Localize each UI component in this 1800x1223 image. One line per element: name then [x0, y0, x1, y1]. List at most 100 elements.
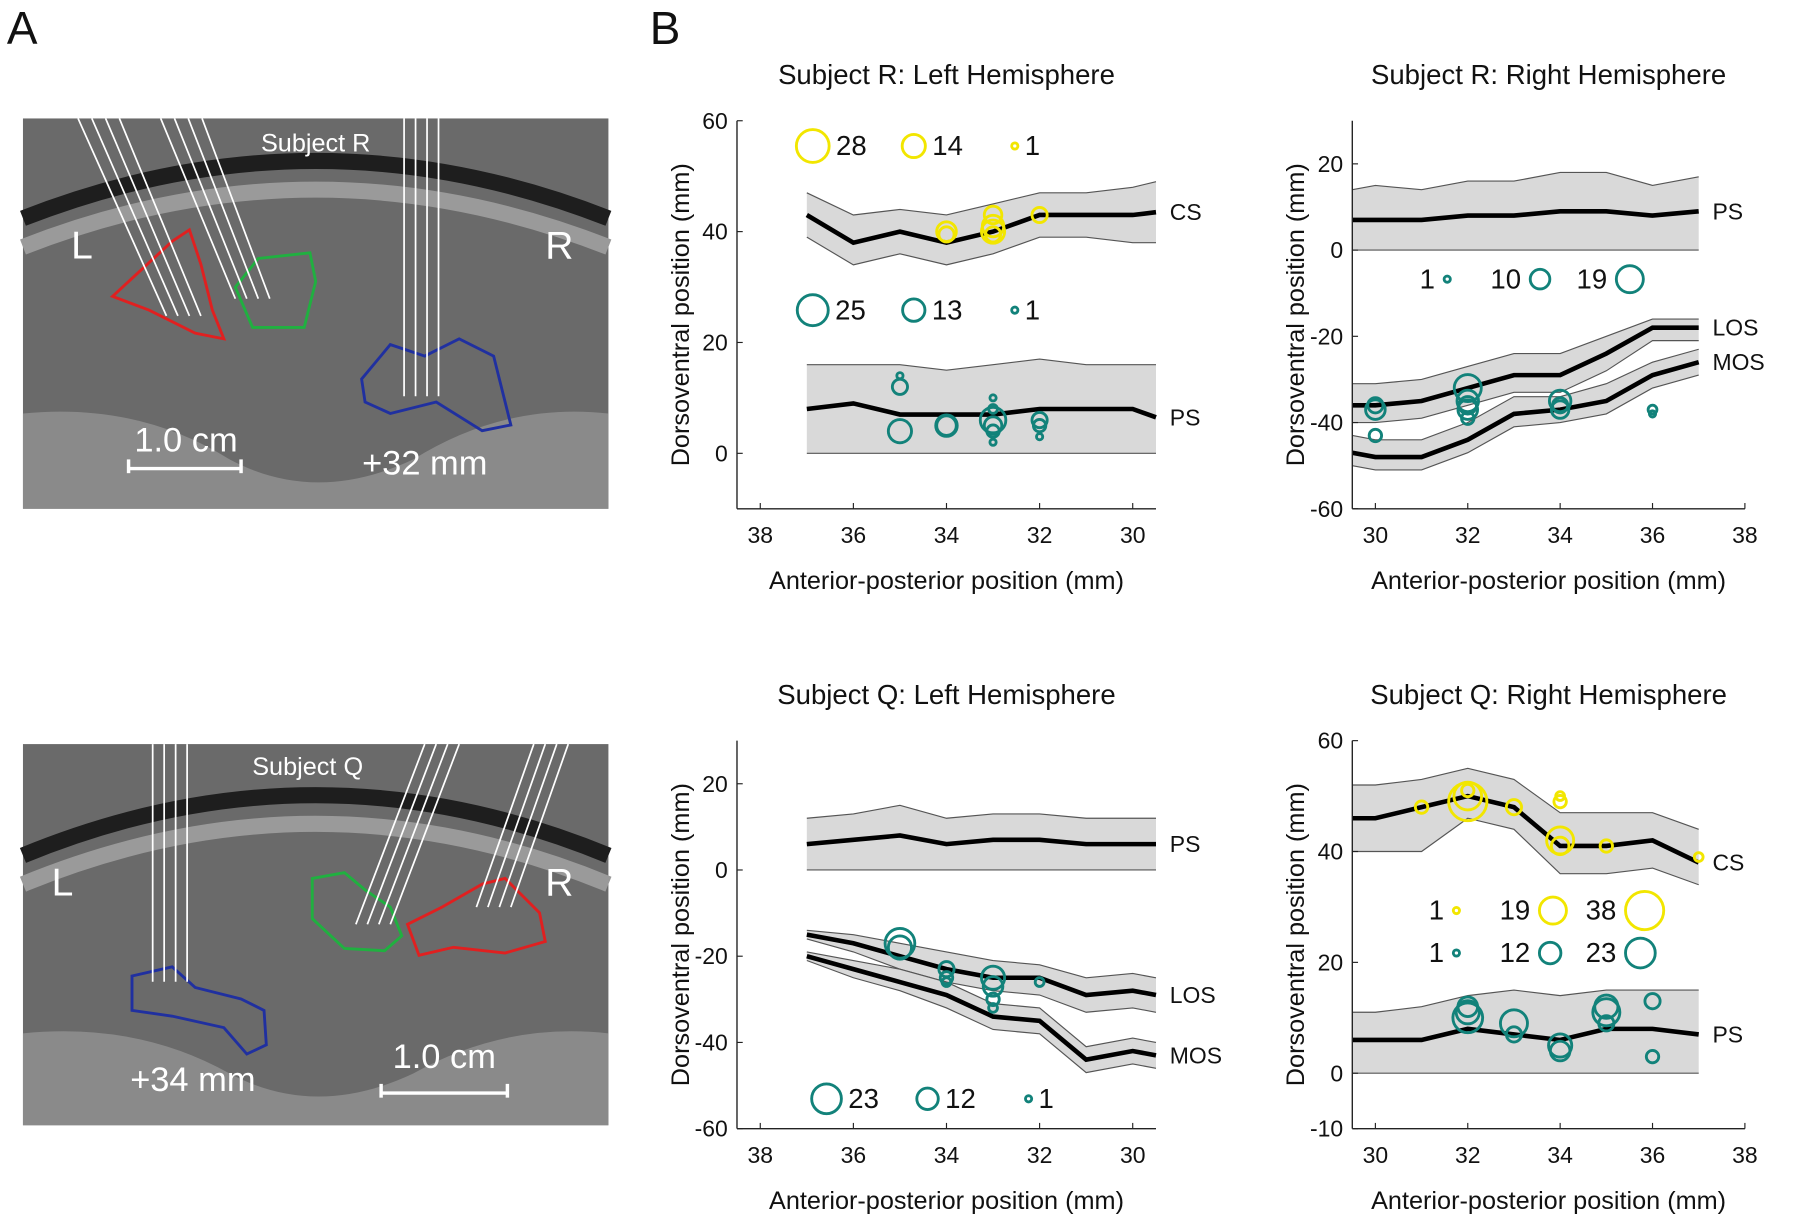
bubble [1030, 205, 1049, 225]
x-tick-label: 38 [1732, 522, 1758, 548]
bubble [937, 225, 956, 244]
bubble [1413, 799, 1430, 815]
size-legend-marker [794, 128, 831, 164]
scale-bar-label: 1.0 cm [134, 421, 237, 459]
hemisphere-label: L [71, 225, 93, 268]
bubble [1591, 997, 1622, 1028]
size-legend-marker [1528, 267, 1552, 291]
chart-title: Subject R: Right Hemisphere [1371, 59, 1726, 90]
size-legend-label: 38 [1586, 895, 1617, 926]
sulcus-line [806, 953, 1157, 1063]
bubble [886, 418, 913, 445]
scale-bar-label: 1.0 cm [393, 1038, 496, 1076]
sulcus-line [1352, 325, 1699, 408]
mri-image: Subject R L R 1.0 cm +32 mm [20, 118, 612, 509]
band-label: MOS [1170, 1042, 1222, 1068]
band-label: MOS [1712, 349, 1764, 375]
size-legend-marker [1624, 890, 1666, 932]
bubble [1499, 1008, 1529, 1039]
size-legend-label: 23 [1586, 937, 1617, 968]
band-edge [1352, 348, 1699, 441]
band-edge [1352, 374, 1699, 471]
panel-label: A [7, 2, 38, 54]
bubble [1644, 1048, 1661, 1065]
bubble [1554, 790, 1566, 802]
band-label: LOS [1170, 982, 1216, 1008]
chart-title: Subject Q: Right Hemisphere [1370, 679, 1727, 710]
y-tick-label: 40 [702, 219, 728, 245]
bubble [981, 975, 1005, 998]
sulcus-line [805, 209, 1157, 246]
y-tick-label: -60 [1310, 496, 1343, 522]
x-tick-label: 30 [1120, 1142, 1146, 1168]
bubble [1547, 1032, 1574, 1059]
band-edge [806, 181, 1157, 216]
bubble [978, 405, 1008, 435]
chart: Subject R: Left Hemisphere Anterior-poste… [667, 59, 1202, 595]
band-edge [806, 236, 1156, 266]
bubble [938, 970, 955, 986]
slice-position: +34 mm [130, 1061, 255, 1099]
x-tick-label: 36 [841, 522, 867, 548]
band-edge [1352, 340, 1699, 424]
band-edge [806, 358, 1156, 371]
band-edge [1352, 171, 1699, 191]
bubble [1452, 780, 1484, 812]
bubble [1460, 410, 1476, 426]
band-edge [1352, 318, 1699, 385]
bubble [1366, 396, 1385, 415]
bubble [1647, 409, 1658, 419]
size-legend-marker [900, 132, 927, 160]
bubble [1504, 1025, 1523, 1044]
size-legend-label: 12 [945, 1083, 976, 1114]
size-legend-label: 25 [835, 294, 866, 325]
y-axis-label: Dorsoventral position (mm) [667, 783, 695, 1086]
bubble [1031, 417, 1048, 434]
band-area [1352, 768, 1699, 885]
bubble [1646, 403, 1659, 416]
bubble [987, 1002, 999, 1014]
size-legend-label: 10 [1490, 263, 1521, 294]
hemisphere-label: R [545, 225, 573, 268]
size-legend-label: 14 [932, 130, 963, 161]
slice-position: +32 mm [362, 444, 487, 482]
bubble [1551, 396, 1570, 415]
sulcus-line [806, 833, 1156, 847]
bubble [1456, 398, 1480, 421]
y-tick-label: 20 [1318, 949, 1344, 975]
x-tick-label: 38 [748, 522, 774, 548]
y-tick-label: 20 [702, 771, 728, 797]
x-tick-label: 34 [934, 1142, 960, 1168]
x-tick-label: 36 [1640, 522, 1666, 548]
x-tick-label: 34 [1547, 1142, 1573, 1168]
bubble [1549, 399, 1571, 420]
y-tick-label: 0 [1330, 1060, 1343, 1086]
image-title: Subject Q [252, 753, 363, 781]
band-edge [1352, 989, 1699, 1013]
size-legend-label: 13 [932, 294, 963, 325]
x-axis-label: Anterior-posterior position (mm) [1371, 1187, 1726, 1215]
size-legend-label: 1 [1420, 263, 1435, 294]
size-legend-marker [1537, 895, 1568, 926]
size-legend-marker [810, 1082, 843, 1116]
size-legend-marker [901, 297, 927, 323]
bubble [1593, 993, 1620, 1020]
band-label: CS [1712, 850, 1744, 876]
size-legend-label: 12 [1500, 937, 1531, 968]
size-legend-marker [1624, 936, 1657, 970]
bubble [988, 393, 998, 403]
band-area [806, 805, 1156, 870]
size-legend-marker [795, 293, 830, 328]
bubble [1456, 995, 1480, 1018]
band-label: PS [1712, 198, 1743, 224]
y-tick-label: -40 [695, 1029, 728, 1055]
bubble [1643, 992, 1662, 1011]
band-edge [1352, 817, 1699, 886]
band-edge [1352, 767, 1699, 830]
bubble [1504, 798, 1523, 817]
bubble [985, 423, 1001, 439]
y-tick-label: 20 [702, 330, 728, 356]
size-legend-label: 1 [1039, 1083, 1054, 1114]
bubble [987, 403, 999, 415]
x-tick-label: 30 [1363, 522, 1389, 548]
